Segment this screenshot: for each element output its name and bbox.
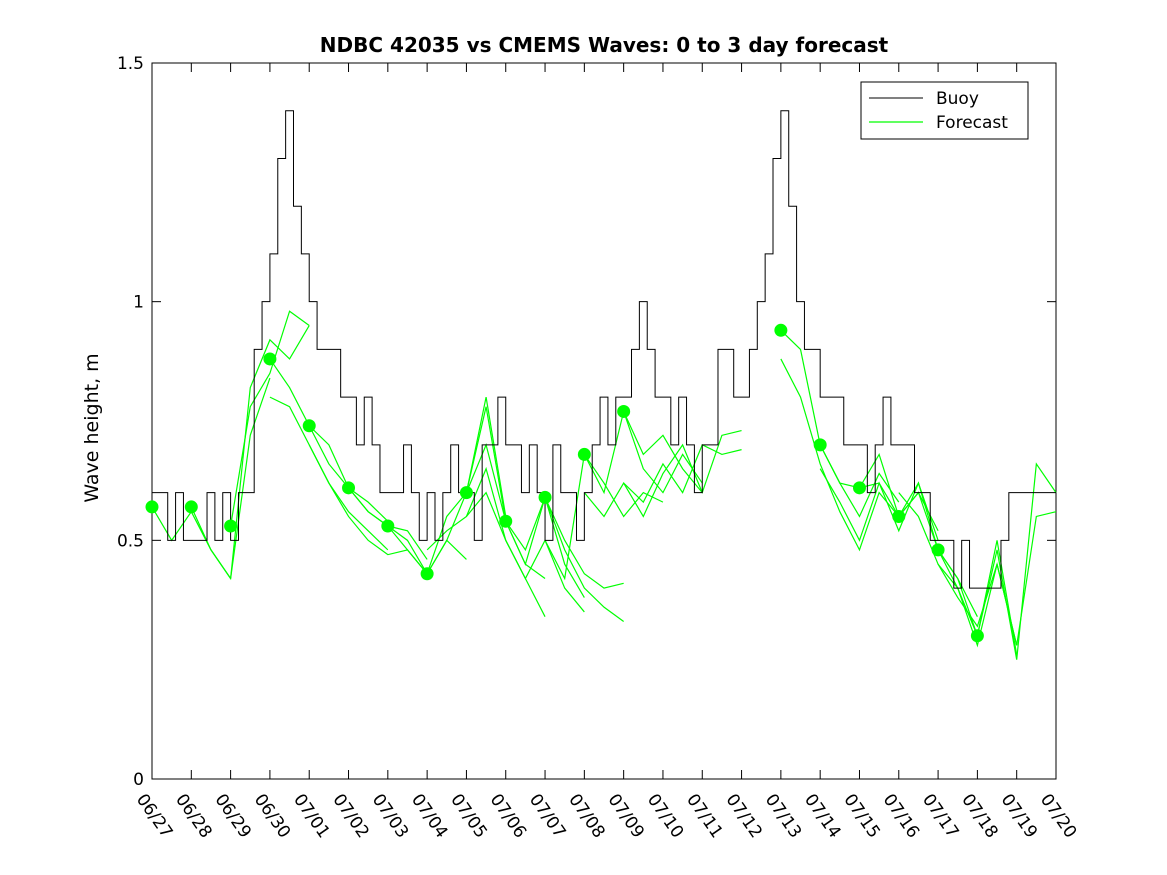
forecast-line	[583, 409, 703, 495]
legend-buoy-label: Buoy	[936, 89, 979, 109]
forecast-line	[387, 397, 507, 576]
x-tick-label: 07/13	[761, 790, 805, 842]
forecast-line	[151, 506, 232, 579]
x-tick-label: 07/04	[407, 790, 451, 842]
forecast-marker	[184, 500, 198, 514]
forecast-marker	[302, 419, 316, 433]
forecast-marker	[538, 490, 552, 504]
y-tick-label: 1.5	[117, 54, 144, 74]
forecast-line	[937, 462, 1057, 660]
x-tick-label: 07/20	[1036, 790, 1080, 842]
forecast-marker	[577, 447, 591, 461]
legend-forecast-label: Forecast	[936, 113, 1008, 133]
x-tick-label: 06/28	[171, 790, 215, 842]
x-tick-label: 07/07	[525, 790, 569, 842]
forecast-marker	[970, 629, 984, 643]
y-tick-label: 0.5	[117, 531, 144, 551]
x-tick-label: 07/15	[839, 790, 883, 842]
forecast-marker	[813, 438, 827, 452]
forecast-line	[190, 377, 271, 581]
forecast-line	[308, 425, 428, 560]
x-tick-label: 06/29	[211, 790, 255, 842]
x-tick-label: 07/11	[682, 790, 726, 842]
x-tick-label: 07/06	[486, 790, 530, 842]
forecast-line	[465, 442, 585, 598]
buoy-line	[152, 110, 1056, 589]
x-tick-label: 07/19	[997, 790, 1041, 842]
forecast-line	[780, 358, 900, 552]
forecast-marker	[852, 481, 866, 495]
x-tick-label: 07/08	[564, 790, 608, 842]
plot-area: 00.511.506/2706/2806/2906/3007/0107/0207…	[117, 54, 1080, 842]
forecast-line	[465, 491, 585, 613]
x-tick-label: 06/27	[132, 790, 176, 842]
x-tick-label: 07/09	[604, 790, 648, 842]
forecast-line	[269, 358, 389, 522]
x-tick-label: 07/17	[918, 790, 962, 842]
forecast-line	[859, 481, 978, 617]
forecast-line	[230, 325, 310, 579]
forecast-line	[623, 444, 742, 504]
forecast-marker	[145, 500, 159, 514]
x-tick-label: 07/02	[328, 790, 372, 842]
forecast-line	[544, 452, 664, 581]
forecast-line	[623, 411, 742, 494]
forecast-line	[544, 497, 624, 589]
forecast-marker	[774, 323, 788, 337]
forecast-marker	[381, 519, 395, 533]
forecast-line	[505, 495, 625, 622]
x-tick-label: 07/18	[957, 790, 1001, 842]
forecast-marker	[892, 509, 906, 523]
forecast-line	[269, 396, 389, 551]
forecast-line	[308, 444, 428, 575]
legend-box	[860, 81, 1029, 140]
forecast-marker	[931, 543, 945, 557]
forecast-marker	[459, 486, 473, 500]
y-tick-label: 1	[133, 293, 144, 313]
x-tick-label: 07/10	[643, 790, 687, 842]
forecast-line	[230, 310, 310, 527]
axes-box	[151, 62, 1057, 780]
chart-title: NDBC 42035 vs CMEMS Waves: 0 to 3 day fo…	[320, 33, 889, 57]
x-tick-label: 07/12	[721, 790, 765, 842]
x-tick-label: 07/16	[879, 790, 923, 842]
x-tick-label: 07/03	[368, 790, 412, 842]
x-tick-label: 07/14	[800, 790, 844, 842]
y-axis-label: Wave height, m	[81, 353, 103, 502]
x-tick-label: 07/05	[446, 790, 490, 842]
forecast-line	[583, 443, 703, 518]
forecast-marker	[617, 404, 631, 418]
x-tick-label: 07/01	[289, 790, 333, 842]
y-tick-label: 0	[133, 770, 144, 790]
forecast-marker	[342, 481, 356, 495]
forecast-marker	[263, 352, 277, 366]
forecast-line	[937, 511, 1057, 646]
x-tick-label: 06/30	[250, 790, 294, 842]
forecast-marker	[224, 519, 238, 533]
forecast-marker	[499, 514, 513, 528]
forecast-marker	[420, 567, 434, 581]
forecast-line	[898, 492, 1018, 648]
